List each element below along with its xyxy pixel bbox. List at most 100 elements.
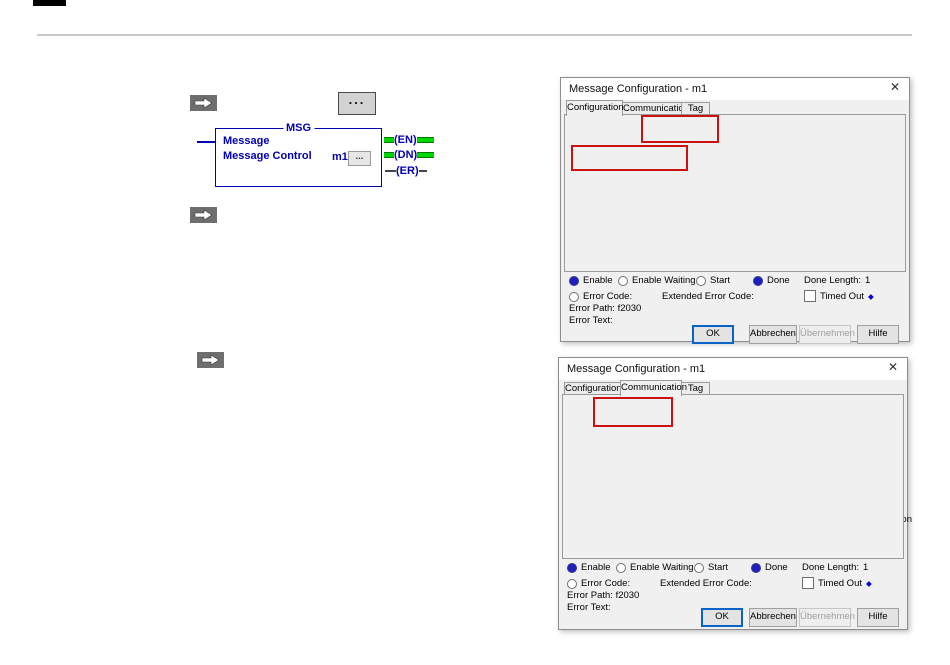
apply-button: Übernehmen [799,325,855,344]
enable-indicator: Enable [569,275,613,286]
done-length: Done Length: 1 [804,275,870,286]
enable-waiting-indicator: Enable Waiting [618,275,696,286]
radio-empty-icon [569,291,579,302]
note-marker-icon: ◆ [868,291,874,301]
coil-en-label: (EN) [394,134,417,146]
error-text: Error Text: [567,602,611,613]
coil-dn: (DN) [384,149,435,161]
page-divider [37,34,912,36]
tab-communication[interactable]: Communication [620,380,687,396]
extended-error-code: Extended Error Code: [660,578,752,589]
radio-filled-icon [567,562,577,573]
power-flow-segment [416,137,434,143]
error-path: Error Path: f2030 [567,590,640,601]
error-text: Error Text: [569,315,613,326]
error-code-label: Error Code: [583,291,633,302]
extended-error-code-label: Extended Error Code: [660,578,752,589]
checkbox-empty-icon [802,577,814,589]
error-path: Error Path: f2030 [569,303,642,314]
jump-arrow-icon [197,352,224,368]
dialog-title: Message Configuration - m1 [569,83,708,95]
tab-configuration[interactable]: Configuration [566,100,624,116]
radio-filled-icon [751,562,761,573]
extended-error-code-label: Extended Error Code: [662,291,754,302]
radio-filled-icon [569,275,579,286]
done-indicator: Done [753,275,790,286]
coil-dn-label: (DN) [394,149,418,161]
cancel-button[interactable]: Abbrechen [749,325,797,344]
help-button[interactable]: Hilfe [857,325,899,344]
error-code-indicator: Error Code: [567,578,630,589]
done-label: Done [767,275,790,286]
ok-button[interactable]: OK [701,608,743,627]
enable-label: Enable [583,275,613,286]
done-length-label: Done Length: [804,275,862,286]
msg-param-message: Message [223,135,270,147]
timed-out-indicator: Timed Out ◆ [804,290,874,302]
jump-arrow-icon [190,95,217,111]
start-label: Start [708,562,729,573]
start-indicator: Start [694,562,728,573]
radio-empty-icon [694,562,704,573]
msg-param-message-control: Message Control [223,150,312,162]
error-code-label: Error Code: [581,578,631,589]
timed-out-label: Timed Out [820,290,864,302]
enable-label: Enable [581,562,611,573]
coil-en: (EN) [384,134,434,146]
cancel-button[interactable]: Abbrechen [749,608,797,627]
msg-instruction-block: MSG Message Message Control m1 ... [215,122,382,187]
title-bar[interactable]: Message Configuration - m1 ✕ [559,358,907,380]
checkbox-empty-icon [804,290,816,302]
close-icon[interactable]: ✕ [889,80,900,94]
wire-segment [385,170,396,172]
enable-waiting-indicator: Enable Waiting [616,562,694,573]
apply-button: Übernehmen [799,608,855,627]
done-length-value: 1 [865,275,871,286]
power-flow-segment [384,152,394,158]
done-label: Done [765,562,788,573]
power-flow-segment [384,137,394,143]
msg-browse-button[interactable]: ... [348,151,371,166]
start-label: Start [710,275,731,286]
close-icon[interactable]: ✕ [887,360,898,374]
extended-error-code: Extended Error Code: [662,291,754,302]
message-configuration-dialog-1: Message Configuration - m1 ✕ Configurati… [560,77,910,344]
enable-indicator: Enable [567,562,611,573]
tab-page [562,394,904,559]
coil-er-label: (ER) [396,165,419,177]
error-code-indicator: Error Code: [569,291,632,302]
ok-button[interactable]: OK [692,325,734,344]
power-flow-segment [417,152,435,158]
radio-filled-icon [753,275,763,286]
radio-empty-icon [616,562,626,573]
rung-ellipsis-button[interactable]: ... [338,92,376,115]
radio-empty-icon [696,275,706,286]
help-button[interactable]: Hilfe [857,608,899,627]
annotation-rect-message-type [641,115,719,143]
annotation-rect-service-type [571,145,688,171]
msg-operand: m1 [332,151,348,163]
start-indicator: Start [696,275,730,286]
wire-segment [418,170,427,172]
done-length: Done Length: 1 [802,562,868,573]
coil-er: (ER) [385,165,427,177]
dialog-title: Message Configuration - m1 [567,363,706,375]
done-length-value: 1 [863,562,869,573]
note-marker-icon: ◆ [866,578,872,588]
message-configuration-dialog-2: Message Configuration - m1 ✕ Configurati… [558,357,912,630]
page-top-mark [33,0,66,6]
done-length-label: Done Length: [802,562,860,573]
tab-page [564,114,906,272]
msg-block-title: MSG [282,122,315,135]
jump-arrow-icon [190,207,217,223]
enable-waiting-label: Enable Waiting [630,562,694,573]
title-bar[interactable]: Message Configuration - m1 ✕ [561,78,909,100]
rung-wire [197,141,216,143]
enable-waiting-label: Enable Waiting [632,275,696,286]
done-indicator: Done [751,562,788,573]
timed-out-indicator: Timed Out ◆ [802,577,872,589]
timed-out-label: Timed Out [818,577,862,589]
annotation-rect-path [593,397,673,427]
radio-empty-icon [567,578,577,589]
